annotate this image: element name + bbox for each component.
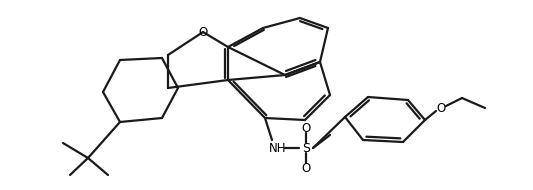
Text: O: O: [301, 162, 311, 174]
Text: O: O: [198, 25, 208, 39]
Text: O: O: [437, 101, 446, 115]
Text: S: S: [302, 142, 310, 154]
Text: NH: NH: [269, 142, 287, 154]
Text: O: O: [301, 121, 311, 135]
